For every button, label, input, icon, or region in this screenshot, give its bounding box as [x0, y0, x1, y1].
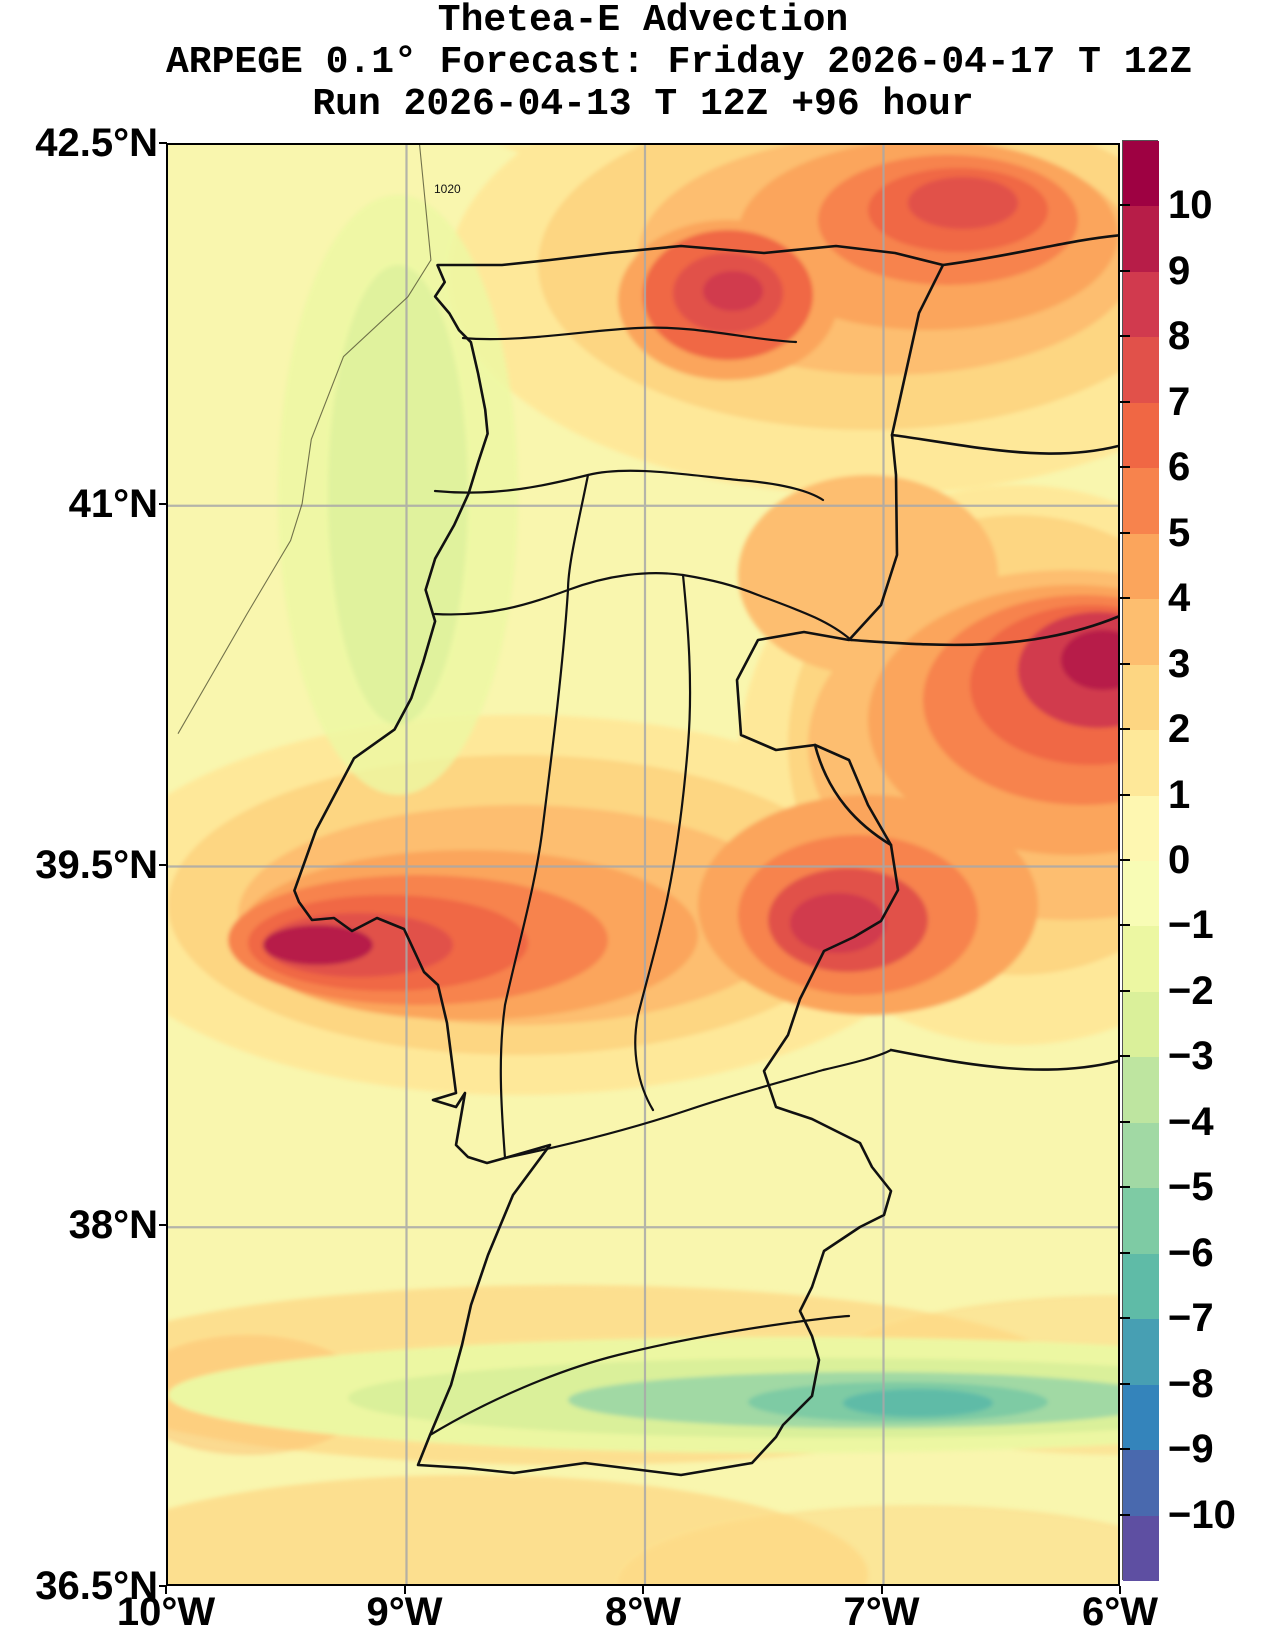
svg-text:1020: 1020 [434, 182, 461, 196]
